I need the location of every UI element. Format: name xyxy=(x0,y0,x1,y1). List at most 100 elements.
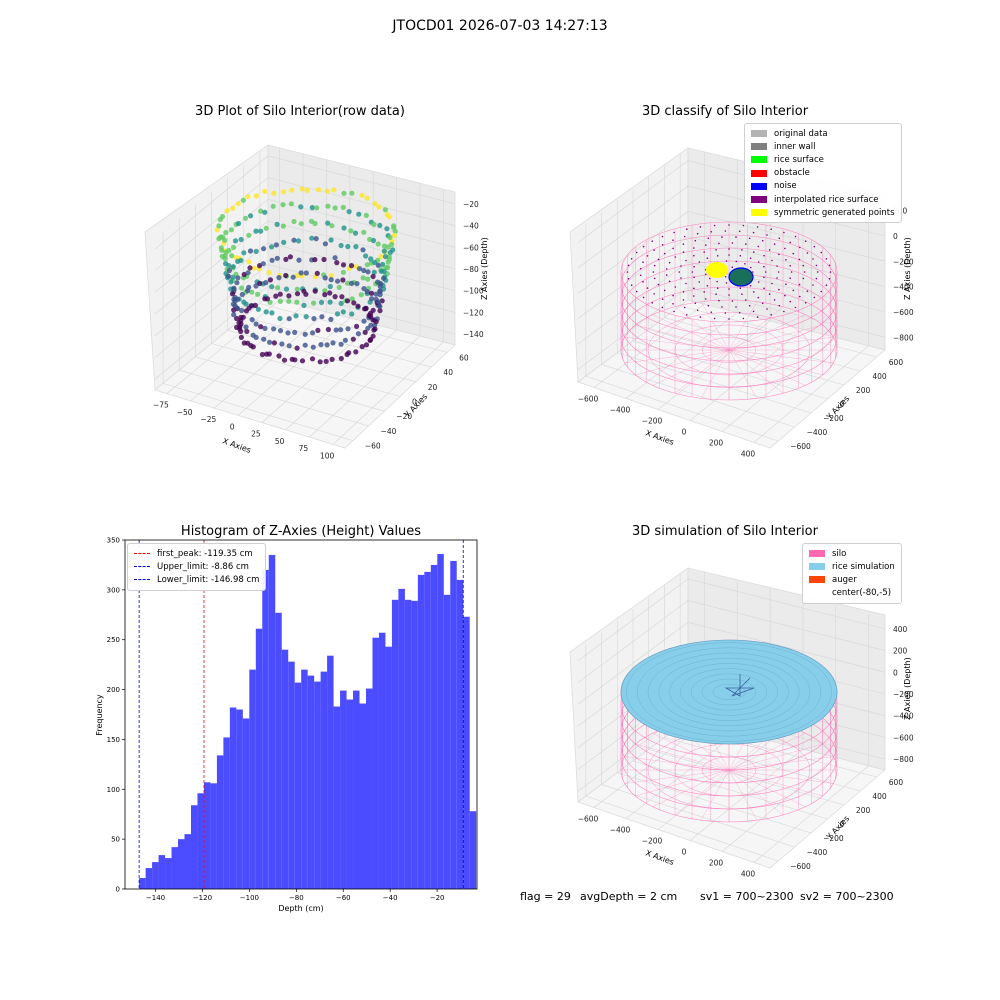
raw-z-tick: −140 xyxy=(463,330,484,339)
raw-scatter-point xyxy=(350,336,356,342)
raw-scatter-point xyxy=(229,291,236,297)
raw-y-tick: 0 xyxy=(412,398,417,407)
raw-scatter-point xyxy=(280,223,286,229)
simulation-3d-plot: −600−400−20002004006004002000−200−400−60… xyxy=(569,567,914,879)
raw-scatter-point xyxy=(239,291,245,298)
raw-scatter-point xyxy=(276,275,282,281)
simulation-legend: silo rice simulation auger center(-80,-5) xyxy=(802,543,902,604)
classify-silo-wireframe xyxy=(620,221,838,401)
classify-interpolated-point xyxy=(748,237,751,240)
status-avg-depth: avgDepth = 2 cm xyxy=(580,890,678,903)
classify-x-tick: −600 xyxy=(578,395,599,404)
classify-interpolated-point xyxy=(768,249,771,251)
raw-scatter-point xyxy=(322,292,328,298)
raw-scatter-point xyxy=(289,187,295,193)
classify-z-tick: −600 xyxy=(893,308,914,317)
classify-legend-swatch xyxy=(751,209,767,217)
classify-interpolated-point xyxy=(721,236,723,238)
classify-interpolated-point xyxy=(668,280,671,283)
classify-interpolated-point xyxy=(635,251,638,254)
classify-legend-swatch xyxy=(751,196,767,204)
simulation-x-tick: 0 xyxy=(682,848,687,857)
raw-scatter-point xyxy=(375,241,381,247)
simulation-legend-item: auger xyxy=(809,573,895,586)
raw-scatter-point xyxy=(309,235,315,241)
classify-interpolated-point xyxy=(682,291,685,293)
raw-scatter-point xyxy=(277,315,283,322)
classify-interpolated-point xyxy=(724,230,727,232)
raw-scatter-point xyxy=(346,209,352,215)
classify-interpolated-point xyxy=(663,289,666,292)
raw-scatter-point xyxy=(246,232,252,238)
raw-scatter-point xyxy=(294,299,300,305)
histogram-bar xyxy=(385,646,392,889)
raw-scatter-point xyxy=(331,187,337,193)
histogram-title: Histogram of Z-Axies (Height) Values xyxy=(180,524,422,539)
histogram-bar xyxy=(242,718,250,889)
classify-interpolated-point xyxy=(812,284,814,286)
histogram-y-tick-label: 150 xyxy=(107,736,120,744)
classify-legend-label: obstacle xyxy=(774,168,810,179)
raw-scatter-point xyxy=(335,278,341,284)
simulation-x-axis-label: X Axies xyxy=(644,848,675,867)
raw-x-tick: 25 xyxy=(251,430,261,439)
classify-interpolated-point xyxy=(693,247,695,249)
classify-x-tick: −200 xyxy=(642,417,663,426)
classify-interpolated-point xyxy=(686,314,688,316)
histogram-x-tick-label: −40 xyxy=(383,894,398,902)
classify-legend-label: rice surface xyxy=(774,154,824,165)
raw-scatter-point xyxy=(311,300,317,306)
classify-interpolated-point xyxy=(680,265,682,267)
classify-interpolated-point xyxy=(731,266,734,269)
classify-z-tick: −800 xyxy=(893,333,914,342)
histogram-legend: first_peak: -119.35 cm Upper_limit: -8.86… xyxy=(127,543,267,591)
classify-3d-gridlines xyxy=(577,152,886,443)
raw-scatter-point xyxy=(280,202,286,208)
histogram-y-tick-label: 350 xyxy=(107,537,120,545)
raw-scatter-point xyxy=(330,340,336,346)
raw-scatter-point xyxy=(325,220,331,226)
raw-scatter-point xyxy=(353,349,359,355)
classify-interpolated-point xyxy=(665,268,668,270)
classify-interpolated-point xyxy=(742,317,745,320)
histogram-bar xyxy=(178,839,185,889)
raw-scatter-point xyxy=(375,262,381,268)
histogram-bar xyxy=(288,661,295,889)
raw-scatter-point xyxy=(292,329,298,335)
classify-interpolated-point xyxy=(653,249,655,251)
classify-interpolated-point xyxy=(693,265,695,268)
raw-3d-gridlines xyxy=(154,148,456,445)
simulation-rice-contour xyxy=(647,652,811,732)
raw-scatter-point xyxy=(376,299,382,305)
classify-interpolated-point xyxy=(663,252,666,255)
raw-scatter-point xyxy=(382,254,389,260)
raw-scatter-point xyxy=(312,257,318,263)
raw-3d-panes xyxy=(144,144,456,449)
classify-interpolated-point xyxy=(731,300,734,302)
classify-interpolated-point xyxy=(672,239,674,241)
classify-interpolated-point xyxy=(756,316,759,318)
histogram-bar xyxy=(171,847,179,889)
raw-scatter-point xyxy=(238,236,244,243)
raw-scatter-point xyxy=(381,275,387,281)
histogram-bar xyxy=(184,834,191,889)
raw-scatter-point xyxy=(271,340,277,346)
raw-scatter-point xyxy=(381,268,387,275)
raw-scatter-point xyxy=(381,243,387,249)
raw-scatter-point xyxy=(294,291,301,297)
raw-scatter-point xyxy=(345,280,351,286)
raw-scatter-point xyxy=(340,309,346,315)
raw-scatter-point xyxy=(389,241,395,248)
raw-scatter-point xyxy=(377,308,383,314)
classify-interpolated-point xyxy=(639,274,642,277)
classify-interpolated-point xyxy=(739,255,742,257)
raw-scatter-point xyxy=(333,327,339,333)
raw-scatter-point xyxy=(277,298,283,304)
histogram-bar xyxy=(372,637,379,889)
raw-scatter-point xyxy=(264,296,271,302)
classify-interpolated-point xyxy=(653,264,656,267)
simulation-legend-swatch xyxy=(809,576,825,584)
classify-interpolated-point xyxy=(789,265,791,267)
classify-interpolated-point xyxy=(709,277,711,280)
classify-interpolated-point xyxy=(725,260,728,262)
